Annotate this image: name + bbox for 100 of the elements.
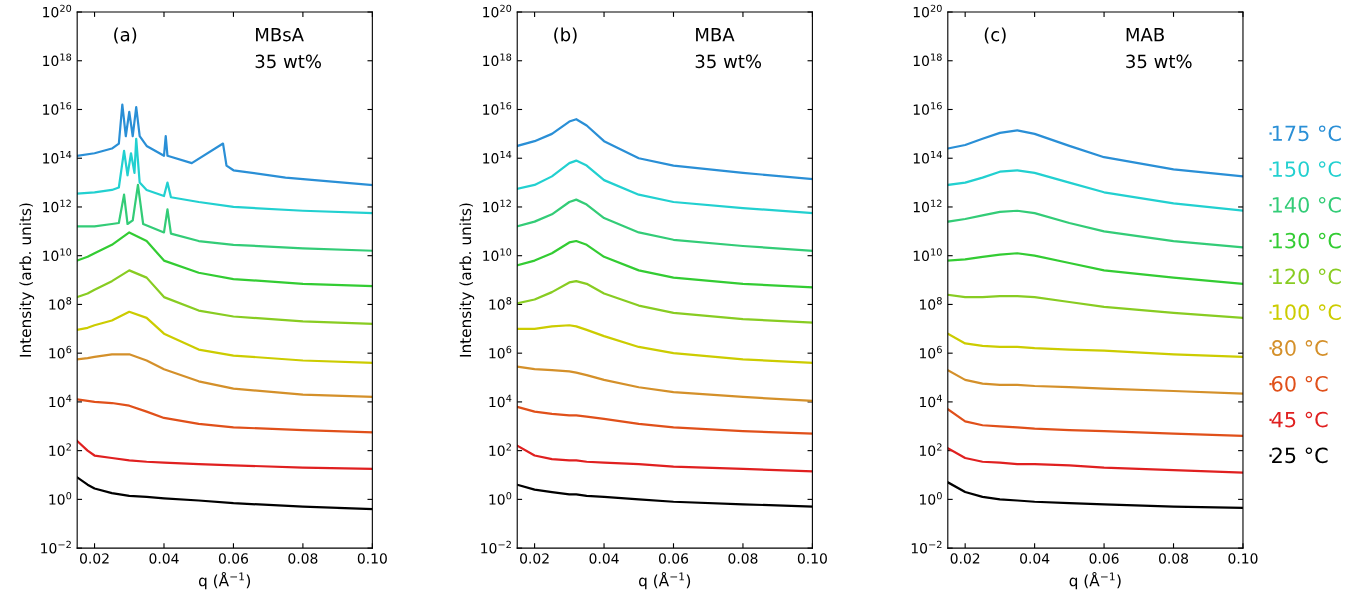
x-tick-label: 0.04 <box>589 553 619 564</box>
y-tick-label: 10$^{16}$ <box>483 102 512 115</box>
line-series <box>517 405 813 435</box>
y-axis-title: Intensity (arb. units) <box>459 203 475 357</box>
legend-label: 45 °C <box>1271 411 1328 428</box>
line-series <box>947 447 1243 474</box>
x-tick-label: 0.06 <box>218 553 249 564</box>
y-tick-label: 10$^{0}$ <box>920 492 942 505</box>
line-series <box>517 239 813 289</box>
legend-label: 80 °C <box>1271 340 1328 356</box>
y-tick-label: 10$^{10}$ <box>483 248 512 262</box>
legend-label: 140 °C <box>1272 196 1341 213</box>
x-tick-label: 0.06 <box>658 553 689 564</box>
y-tick-label: 10$^{18}$ <box>43 53 72 67</box>
x-tick-label: 0.02 <box>520 553 549 564</box>
x-tick-label: 0.10 <box>357 553 387 564</box>
legend-label: 130 °C <box>1272 232 1341 249</box>
y-tick-label: 10$^{18}$ <box>483 53 512 67</box>
x-tick-label: 0.02 <box>79 553 109 564</box>
y-tick-label: 10$^{0}$ <box>49 492 72 505</box>
y-tick-label: 10$^{16}$ <box>43 102 72 115</box>
line-series <box>517 280 813 324</box>
line-series <box>77 103 373 187</box>
y-tick-label: 10$^{6}$ <box>920 345 942 359</box>
annotation: (c) <box>984 27 1006 44</box>
line-series <box>517 118 813 181</box>
y-axis-title: Intensity (arb. units) <box>19 203 35 357</box>
y-tick-label: 10$^{2}$ <box>920 443 942 457</box>
line-series <box>947 293 1243 320</box>
y-tick-label: 10$^{14}$ <box>483 151 512 164</box>
annotation: MBsA <box>256 27 304 42</box>
annotation: MBA <box>696 27 735 42</box>
x-axis-title: q (Å$^{−1}$) <box>639 571 691 590</box>
line-series <box>77 183 373 252</box>
x-axis-title: q (Å$^{−1}$) <box>198 571 251 590</box>
x-tick-label: 0.06 <box>1089 553 1119 564</box>
y-tick-label: 10$^{18}$ <box>913 53 942 67</box>
y-tick-label: 10$^{12}$ <box>913 199 942 213</box>
annotation: 35 wt% <box>1126 54 1192 69</box>
x-axis-title: q (Å$^{−1}$) <box>1069 571 1121 590</box>
x-tick-label: 0.08 <box>288 553 318 564</box>
y-tick-label: 10$^{−2}$ <box>41 540 71 554</box>
line-series <box>947 332 1243 359</box>
y-tick-label: 10$^{20}$ <box>43 4 72 18</box>
y-tick-label: 10$^{12}$ <box>43 199 71 213</box>
x-tick-label: 0.10 <box>1228 553 1258 564</box>
x-tick-label: 0.04 <box>149 553 179 564</box>
y-tick-label: 10$^{6}$ <box>489 345 512 359</box>
y-tick-label: 10$^{6}$ <box>49 345 72 359</box>
line-series <box>517 324 813 364</box>
y-tick-label: 10$^{4}$ <box>920 394 942 408</box>
legend-label: 175 °C <box>1272 125 1341 142</box>
annotation: 35 wt% <box>255 54 321 69</box>
annotation: MAB <box>1126 27 1164 42</box>
y-tick-label: 10$^{0}$ <box>489 492 512 505</box>
legend-label: 100 °C <box>1272 304 1341 321</box>
y-tick-label: 10$^{4}$ <box>489 394 512 408</box>
line-series <box>947 129 1243 178</box>
line-series <box>77 310 373 364</box>
line-series <box>947 169 1243 212</box>
y-tick-label: 10$^{−2}$ <box>481 540 511 554</box>
y-tick-label: 10$^{8}$ <box>920 297 942 310</box>
y-tick-label: 10$^{20}$ <box>913 4 942 18</box>
y-tick-label: 10$^{2}$ <box>49 443 71 457</box>
y-tick-label: 10$^{10}$ <box>913 248 942 262</box>
x-tick-label: 0.02 <box>950 553 980 564</box>
y-tick-label: 10$^{4}$ <box>49 394 72 408</box>
y-tick-label: 10$^{16}$ <box>913 102 942 115</box>
line-series <box>947 209 1243 249</box>
x-tick-label: 0.08 <box>1158 553 1189 564</box>
x-tick-label: 0.08 <box>728 553 758 564</box>
legend-label: 25 °C <box>1272 447 1328 464</box>
y-tick-label: 10$^{10}$ <box>43 248 72 262</box>
y-tick-label: 10$^{8}$ <box>489 297 512 310</box>
legend-label: 120 °C <box>1272 268 1341 285</box>
line-series <box>947 252 1243 285</box>
line-series <box>77 269 373 325</box>
line-series <box>947 369 1243 395</box>
annotation: (a) <box>114 27 137 44</box>
legend-label: 150 °C <box>1272 161 1341 177</box>
line-series <box>517 159 813 215</box>
x-tick-label: 0.10 <box>797 553 827 564</box>
line-series <box>517 198 813 252</box>
line-series <box>77 398 373 434</box>
line-series <box>77 137 373 215</box>
line-series <box>517 365 813 403</box>
y-tick-label: 10$^{14}$ <box>913 151 942 164</box>
y-tick-label: 10$^{20}$ <box>483 4 512 18</box>
annotation: 35 wt% <box>695 54 762 69</box>
x-tick-label: 0.04 <box>1020 553 1050 564</box>
legend-label: 60 °C <box>1272 375 1328 392</box>
y-tick-label: 10$^{−2}$ <box>911 540 942 554</box>
annotation: (b) <box>554 27 577 44</box>
y-tick-label: 10$^{8}$ <box>49 297 72 310</box>
line-series <box>947 408 1243 438</box>
y-tick-label: 10$^{12}$ <box>483 199 511 213</box>
line-series <box>77 231 373 288</box>
y-tick-label: 10$^{14}$ <box>43 151 72 164</box>
line-series <box>77 439 373 470</box>
y-tick-label: 10$^{2}$ <box>489 443 511 457</box>
